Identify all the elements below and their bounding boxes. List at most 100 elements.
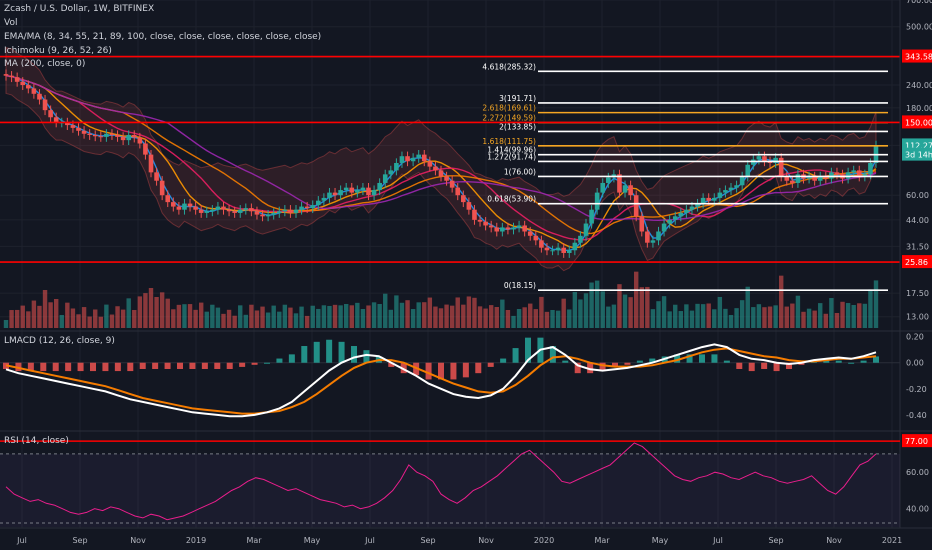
candle-body bbox=[717, 192, 723, 198]
candle-body bbox=[366, 187, 371, 196]
fib-level-label: 1.414(99.96) bbox=[487, 146, 536, 155]
price-label-text: 25.86 bbox=[905, 258, 928, 267]
volume-bar bbox=[343, 304, 349, 328]
macd-histogram-bar bbox=[860, 360, 867, 363]
candle-body bbox=[728, 187, 734, 191]
candle-body bbox=[382, 174, 388, 183]
candle-body bbox=[555, 247, 561, 251]
rsi-label-box bbox=[902, 434, 932, 448]
volume-bar bbox=[812, 310, 817, 328]
candle-body bbox=[561, 247, 566, 253]
candle-body bbox=[343, 187, 349, 191]
candle-body bbox=[316, 200, 321, 206]
candle-body bbox=[115, 135, 120, 137]
macd-histogram-bar bbox=[90, 362, 96, 372]
volume-bar bbox=[633, 271, 639, 328]
candle-body bbox=[87, 133, 92, 136]
candle-body bbox=[639, 216, 645, 232]
volume-bar bbox=[433, 306, 438, 328]
macd-histogram-bar bbox=[475, 362, 482, 374]
volume-bar bbox=[388, 309, 394, 328]
volume-bar bbox=[444, 304, 449, 328]
macd-axis-tick: 0.20 bbox=[906, 333, 924, 342]
candle-body bbox=[143, 143, 148, 155]
volume-bar bbox=[31, 300, 37, 328]
volume-bar bbox=[338, 305, 343, 328]
fib-level-label: 4.618(285.32) bbox=[482, 62, 536, 71]
volume-bar bbox=[544, 311, 550, 328]
volume-bar bbox=[20, 305, 25, 328]
candle-body bbox=[299, 206, 304, 210]
macd-histogram-bar bbox=[189, 362, 196, 369]
candle-body bbox=[856, 170, 862, 177]
macd-histogram-bar bbox=[487, 362, 494, 367]
volume-bar bbox=[818, 303, 823, 328]
candle-body bbox=[784, 176, 790, 181]
volume-bar bbox=[845, 303, 851, 328]
volume-bar bbox=[53, 299, 59, 328]
x-tick-label: Sep bbox=[72, 536, 87, 545]
volume-bar bbox=[193, 309, 198, 328]
macd-histogram-bar bbox=[450, 362, 457, 380]
macd-axis-tick: -0.20 bbox=[906, 385, 927, 394]
macd-histogram-bar bbox=[674, 354, 681, 363]
volume-bar bbox=[81, 307, 87, 328]
volume-bar bbox=[109, 314, 115, 328]
candle-body bbox=[488, 225, 494, 228]
macd-histogram-bar bbox=[388, 362, 395, 367]
candle-body bbox=[756, 156, 762, 160]
candle-body bbox=[198, 209, 204, 213]
x-tick-label: Jul bbox=[16, 536, 27, 545]
candle-body bbox=[572, 242, 578, 251]
candle-body bbox=[723, 190, 728, 193]
volume-bar bbox=[70, 308, 76, 328]
volume-bar bbox=[226, 309, 232, 328]
volume-bar bbox=[159, 292, 165, 328]
volume-bar bbox=[65, 302, 70, 328]
volume-bar bbox=[360, 309, 366, 328]
volume-bar bbox=[628, 297, 633, 328]
macd-histogram-bar bbox=[27, 362, 34, 372]
macd-histogram-bar bbox=[525, 337, 531, 363]
candle-body bbox=[321, 197, 327, 201]
macd-histogram-bar bbox=[351, 346, 357, 363]
volume-bar bbox=[37, 305, 42, 328]
candle-body bbox=[778, 157, 784, 177]
ichimoku-label: Ichimoku (9, 26, 52, 26) bbox=[4, 46, 112, 56]
macd-histogram-bar bbox=[587, 362, 594, 374]
volume-bar bbox=[555, 310, 561, 328]
candle-body bbox=[483, 221, 488, 226]
candle-body bbox=[739, 176, 745, 186]
candle-body bbox=[215, 206, 221, 210]
volume-bar bbox=[645, 286, 650, 328]
candle-body bbox=[812, 176, 817, 181]
volume-bar bbox=[851, 305, 856, 328]
macd-histogram-bar bbox=[748, 362, 755, 372]
volume-bar bbox=[249, 304, 254, 328]
volume-bar bbox=[483, 308, 488, 328]
volume-bar bbox=[689, 310, 695, 328]
price-label-box bbox=[902, 49, 932, 63]
volume-bar bbox=[427, 297, 433, 328]
macd-histogram-bar bbox=[636, 360, 643, 363]
volume-bar bbox=[734, 308, 739, 328]
candle-body bbox=[14, 77, 20, 82]
candle-body bbox=[204, 211, 210, 213]
volume-bar bbox=[717, 296, 723, 328]
candle-body bbox=[399, 156, 405, 163]
volume-bar bbox=[410, 309, 416, 328]
rsi-axis-tick: 60.00 bbox=[906, 468, 929, 477]
volume-bar bbox=[857, 303, 862, 328]
macd-histogram-bar bbox=[214, 362, 221, 369]
volume-bar bbox=[48, 302, 53, 328]
candle-body bbox=[477, 219, 483, 222]
candle-body bbox=[332, 192, 338, 196]
candle-body bbox=[182, 203, 187, 210]
candle-body bbox=[656, 231, 661, 241]
candle-body bbox=[42, 99, 48, 111]
ma200-label: MA (200, close, 0) bbox=[4, 59, 86, 69]
candle-body bbox=[9, 75, 14, 78]
rsi-axis-tick: 40.00 bbox=[906, 505, 929, 514]
volume-bar bbox=[132, 310, 137, 328]
